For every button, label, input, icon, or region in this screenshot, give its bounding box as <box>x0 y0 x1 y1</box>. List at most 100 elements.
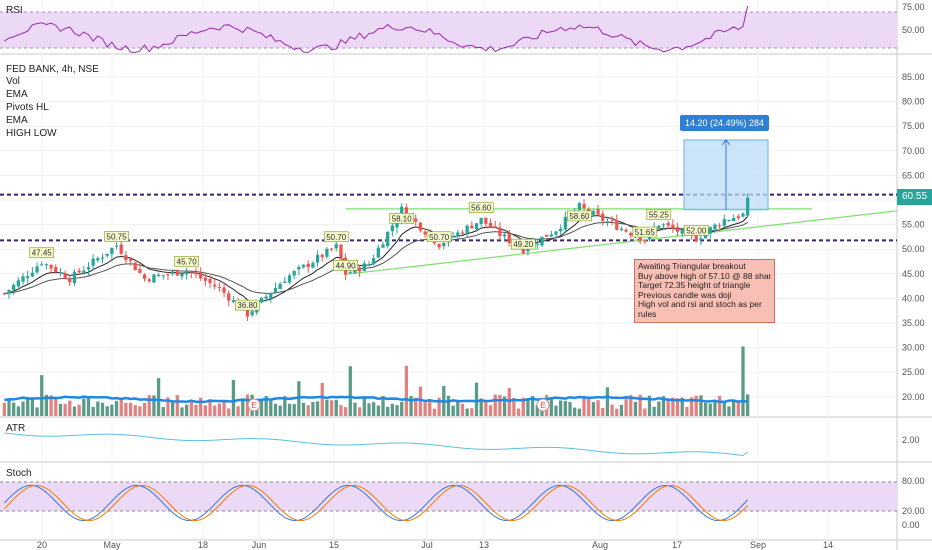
candle-body <box>442 243 446 247</box>
volume-bar <box>624 397 628 416</box>
volume-bar <box>722 401 726 416</box>
candle-body <box>601 213 605 221</box>
pivot-label: 58.60 <box>569 212 590 221</box>
pivot-label: 55.25 <box>649 210 670 219</box>
volume-bar <box>633 401 638 416</box>
time-tick-label: 13 <box>479 540 489 550</box>
volume-bar <box>404 365 409 416</box>
volume-bar <box>484 401 488 416</box>
time-tick-label: Aug <box>592 540 608 550</box>
volume-bar <box>194 404 198 416</box>
candle-body <box>110 247 114 255</box>
volume-bar <box>713 401 717 416</box>
volume-bar <box>133 405 137 416</box>
indicator-ema-1[interactable]: EMA <box>6 89 28 100</box>
candle-body <box>264 296 268 299</box>
price-tick-label: 40.00 <box>902 293 925 303</box>
volume-bar <box>358 407 362 416</box>
candle-body <box>358 267 362 272</box>
volume-bar <box>362 396 366 416</box>
annotation-note[interactable]: Awaiting Triangular breakout Buy above h… <box>634 259 775 323</box>
volume-bar <box>273 403 278 416</box>
volume-bar <box>671 397 675 416</box>
indicator-high-low[interactable]: HIGH LOW <box>6 128 57 139</box>
candle-body <box>297 266 301 270</box>
time-tick-label: May <box>103 540 121 550</box>
candle-body <box>82 270 86 274</box>
pivot-label-box <box>104 231 129 242</box>
volume-bar <box>156 378 161 416</box>
candle-body <box>208 278 212 284</box>
measure-label[interactable]: 14.20 (24.49%) 284 <box>680 115 770 131</box>
candle-body <box>591 211 596 215</box>
candle-body <box>44 264 49 266</box>
candle-body <box>526 248 530 252</box>
candle-body <box>675 227 680 232</box>
atr-pane-label: ATR <box>6 423 26 434</box>
candle-body <box>502 234 507 237</box>
pivot-label: 50.70 <box>326 233 347 242</box>
candle-body <box>694 235 698 242</box>
indicator-vol[interactable]: Vol <box>6 76 20 87</box>
volume-bar <box>292 404 296 416</box>
time-tick-label: 17 <box>672 540 682 550</box>
note-line: Target 72.35 height of triangle <box>638 281 751 291</box>
candle-body <box>63 273 67 279</box>
candle-body <box>554 231 558 235</box>
pivot-label: 50.75 <box>107 233 128 242</box>
volume-bar <box>2 402 6 416</box>
volume-bar <box>68 400 72 416</box>
indicator-ema-2[interactable]: EMA <box>6 115 28 126</box>
volume-bar <box>21 401 25 416</box>
volume-bar <box>577 408 581 416</box>
candle-body <box>199 272 203 279</box>
pivot-label-box <box>646 209 672 220</box>
candle-body <box>381 244 385 248</box>
volume-bar <box>213 405 217 416</box>
candle-body <box>54 267 58 273</box>
candle-body <box>605 221 610 223</box>
price-tick-label: 70.00 <box>902 146 925 156</box>
volume-bar <box>573 407 577 416</box>
candle-body <box>213 284 217 287</box>
volume-bar <box>568 402 572 416</box>
price-tick-label: 45.00 <box>902 269 925 279</box>
candle-body <box>582 204 586 209</box>
candle-body <box>535 243 539 245</box>
candle-body <box>666 222 670 226</box>
volume-bar <box>72 406 77 416</box>
volume-bar <box>100 402 105 416</box>
volume-bar <box>16 406 20 416</box>
volume-bar <box>587 397 591 416</box>
indicator-pivots-hl[interactable]: Pivots HL <box>6 102 49 113</box>
volume-bar <box>502 396 507 416</box>
volume-bar <box>105 406 109 416</box>
ema-fast-line <box>4 215 749 303</box>
volume-bar <box>63 403 67 416</box>
volume-bar <box>703 402 708 416</box>
pivot-label-box <box>174 256 199 267</box>
volume-bar <box>400 401 404 416</box>
candle-body <box>451 236 455 238</box>
candle-body <box>166 274 170 276</box>
volume-bar <box>180 407 184 416</box>
volume-bar <box>119 397 123 416</box>
volume-bar <box>255 407 259 416</box>
earnings-marker <box>247 398 261 412</box>
candle-body <box>105 253 109 256</box>
symbol-title: FED BANK, 4h, NSE <box>6 64 99 75</box>
candle-body <box>400 206 404 219</box>
candle-body <box>40 264 44 266</box>
candle-body <box>629 233 633 236</box>
volume-bar <box>128 402 133 416</box>
candle-body <box>269 293 273 299</box>
volume-bar <box>395 405 399 416</box>
candle-body <box>35 266 39 273</box>
volume-bar <box>7 400 11 416</box>
pivot-label-box <box>235 299 260 311</box>
volume-bar <box>203 405 207 416</box>
candle-body <box>7 289 11 294</box>
volume-bar <box>315 401 320 416</box>
price-tick-label: 85.00 <box>902 72 925 82</box>
